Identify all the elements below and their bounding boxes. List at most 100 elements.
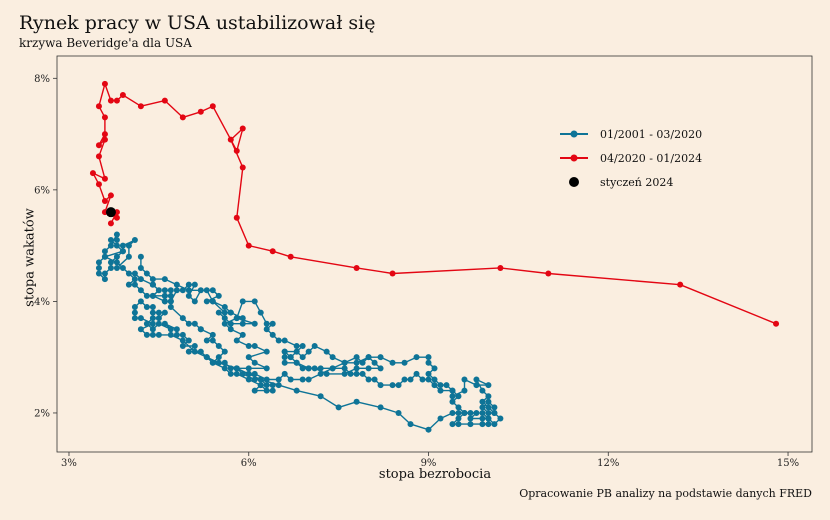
data-point (485, 415, 492, 422)
legend-marker (569, 177, 579, 187)
data-point (485, 382, 492, 389)
series-line (92, 83, 777, 325)
data-point (137, 103, 144, 110)
data-point (149, 309, 156, 316)
data-point (245, 242, 252, 249)
data-point (407, 376, 414, 383)
data-point (107, 192, 114, 199)
data-point (299, 343, 306, 350)
x-tick-label: 9% (421, 458, 437, 469)
data-point (107, 242, 114, 249)
data-point (329, 354, 336, 361)
data-point (425, 370, 432, 377)
x-axis-label: stopa bezrobocia (378, 467, 492, 482)
data-point (233, 370, 240, 377)
data-point (209, 287, 216, 294)
data-point (185, 348, 192, 355)
data-point (173, 331, 180, 338)
data-point (479, 409, 486, 416)
data-point (359, 370, 366, 377)
data-point (455, 404, 462, 411)
data-point (113, 97, 120, 104)
data-point (125, 281, 132, 288)
data-point (179, 343, 186, 350)
data-point (479, 404, 486, 411)
data-point (269, 248, 276, 255)
data-point (497, 264, 504, 271)
data-point (173, 281, 180, 288)
data-point (293, 348, 300, 355)
data-point (125, 253, 132, 260)
data-point (125, 242, 132, 249)
plot-frame (56, 55, 813, 453)
data-point (143, 331, 150, 338)
data-point (149, 331, 156, 338)
data-point (389, 359, 396, 366)
data-point (149, 276, 156, 283)
data-point (185, 337, 192, 344)
data-point (191, 320, 198, 327)
data-point (467, 415, 474, 422)
data-point (281, 359, 288, 366)
data-point (155, 309, 162, 316)
data-point (485, 421, 492, 428)
data-point (209, 331, 216, 338)
data-point (287, 253, 294, 260)
data-point (221, 359, 228, 366)
y-tick-label: 4% (34, 297, 50, 308)
data-point (173, 287, 180, 294)
data-point (179, 337, 186, 344)
data-point (359, 359, 366, 366)
data-point (191, 281, 198, 288)
data-point (221, 348, 228, 355)
series-layer (89, 80, 780, 433)
data-point (137, 287, 144, 294)
data-point (215, 292, 222, 299)
data-point (137, 326, 144, 333)
data-point (221, 309, 228, 316)
data-point (479, 387, 486, 394)
chart-legend: 01/2001 - 03/2020 04/2020 - 01/2024 stycze… (560, 128, 702, 189)
data-point (449, 409, 456, 416)
data-point (485, 404, 492, 411)
data-point (425, 359, 432, 366)
data-point (455, 415, 462, 422)
data-point (281, 337, 288, 344)
highlight-point (105, 207, 116, 218)
data-point (161, 320, 168, 327)
data-point (185, 287, 192, 294)
source-caption: Opracowanie PB analizy na podstawie dany… (519, 487, 812, 500)
data-point (317, 370, 324, 377)
data-point (107, 237, 114, 244)
data-point (107, 97, 114, 104)
data-point (455, 409, 462, 416)
data-point (155, 315, 162, 322)
data-point (239, 331, 246, 338)
data-point (167, 298, 174, 305)
data-point (215, 309, 222, 316)
data-point (227, 309, 234, 316)
data-point (161, 292, 168, 299)
data-point (437, 382, 444, 389)
chart-title: Rynek pracy w USA ustabilizował się (19, 12, 376, 34)
data-point (377, 365, 384, 372)
data-point (113, 214, 120, 221)
data-point (113, 237, 120, 244)
data-point (179, 287, 186, 294)
data-point (473, 409, 480, 416)
data-point (251, 343, 258, 350)
data-point (347, 370, 354, 377)
data-point (365, 376, 372, 383)
data-point (251, 376, 258, 383)
data-point (245, 354, 252, 361)
series-1 (95, 231, 504, 433)
data-point (269, 320, 276, 327)
data-point (185, 281, 192, 288)
data-point (233, 337, 240, 344)
data-point (449, 393, 456, 400)
data-point (107, 259, 114, 266)
data-point (275, 376, 282, 383)
data-point (179, 114, 186, 121)
data-point (341, 370, 348, 377)
y-axis-label: stopa wakatów (22, 208, 38, 307)
